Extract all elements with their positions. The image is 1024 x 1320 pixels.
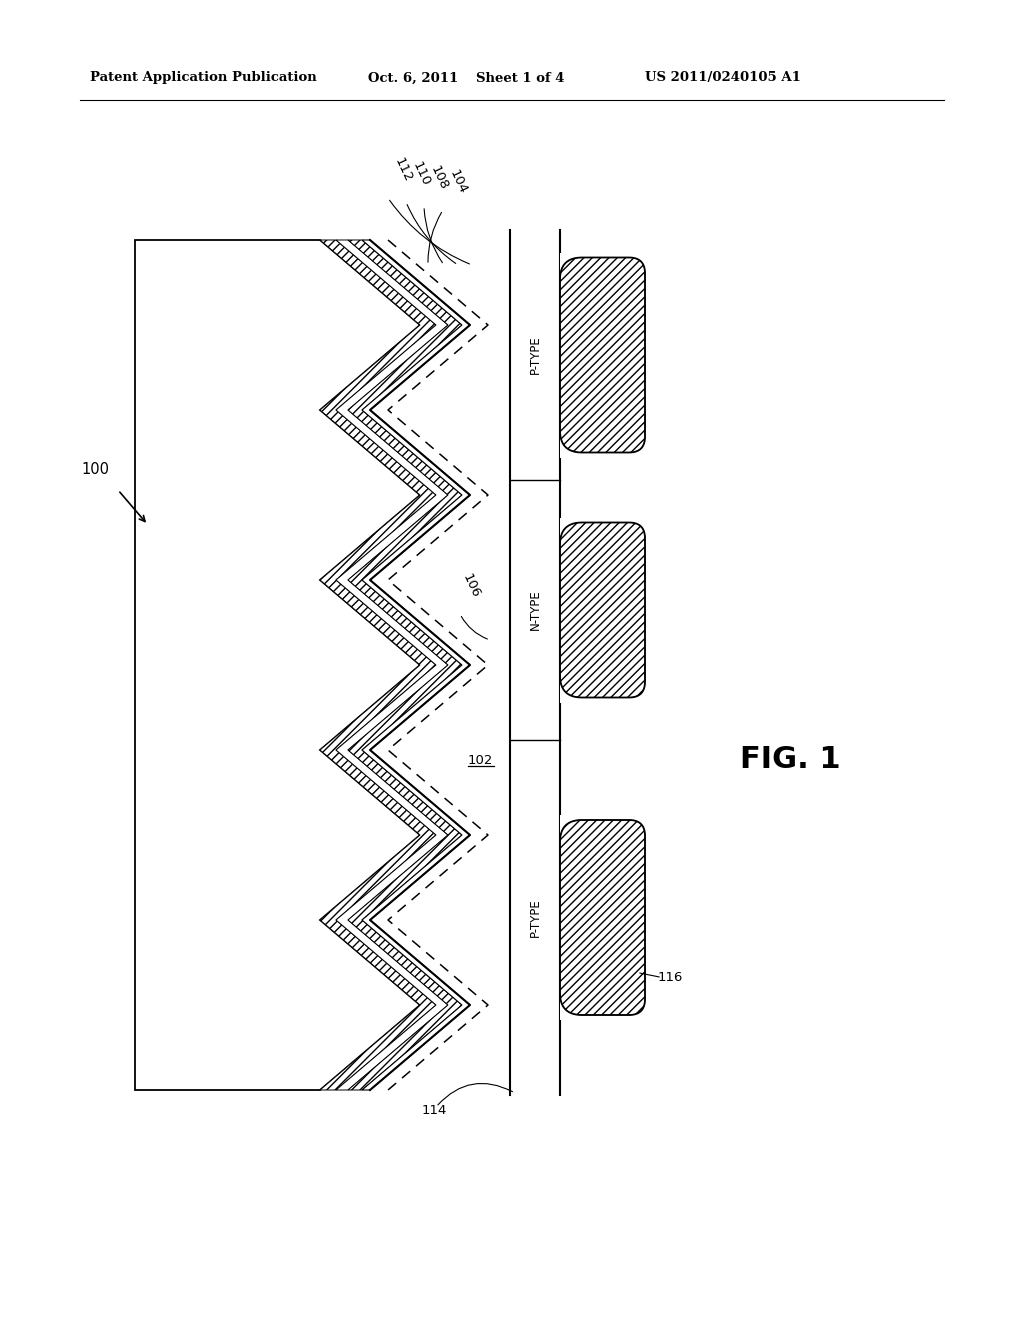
Text: Patent Application Publication: Patent Application Publication [90, 71, 316, 84]
Text: 110: 110 [410, 160, 432, 187]
Polygon shape [135, 240, 420, 1090]
Polygon shape [362, 240, 470, 1090]
Text: P-TYPE: P-TYPE [528, 335, 542, 375]
Polygon shape [560, 820, 645, 1015]
Text: 108: 108 [428, 164, 451, 191]
Polygon shape [560, 523, 645, 697]
Text: 114: 114 [422, 1104, 447, 1117]
Text: Oct. 6, 2011: Oct. 6, 2011 [368, 71, 459, 84]
Polygon shape [336, 240, 449, 1090]
Polygon shape [560, 257, 645, 453]
Text: 100: 100 [81, 462, 109, 478]
Text: N-TYPE: N-TYPE [528, 590, 542, 631]
Text: FIG. 1: FIG. 1 [739, 746, 841, 775]
Bar [560, 252, 650, 458]
Bar [560, 814, 650, 1020]
Text: 106: 106 [460, 572, 482, 601]
Polygon shape [348, 240, 462, 1090]
Text: 112: 112 [392, 156, 415, 183]
Text: US 2011/0240105 A1: US 2011/0240105 A1 [645, 71, 801, 84]
Text: 116: 116 [658, 972, 683, 983]
Text: P-TYPE: P-TYPE [528, 898, 542, 937]
Bar [560, 517, 650, 702]
Text: 102: 102 [468, 754, 494, 767]
Text: 104: 104 [447, 168, 469, 195]
Polygon shape [319, 240, 436, 1090]
Text: Sheet 1 of 4: Sheet 1 of 4 [476, 71, 564, 84]
